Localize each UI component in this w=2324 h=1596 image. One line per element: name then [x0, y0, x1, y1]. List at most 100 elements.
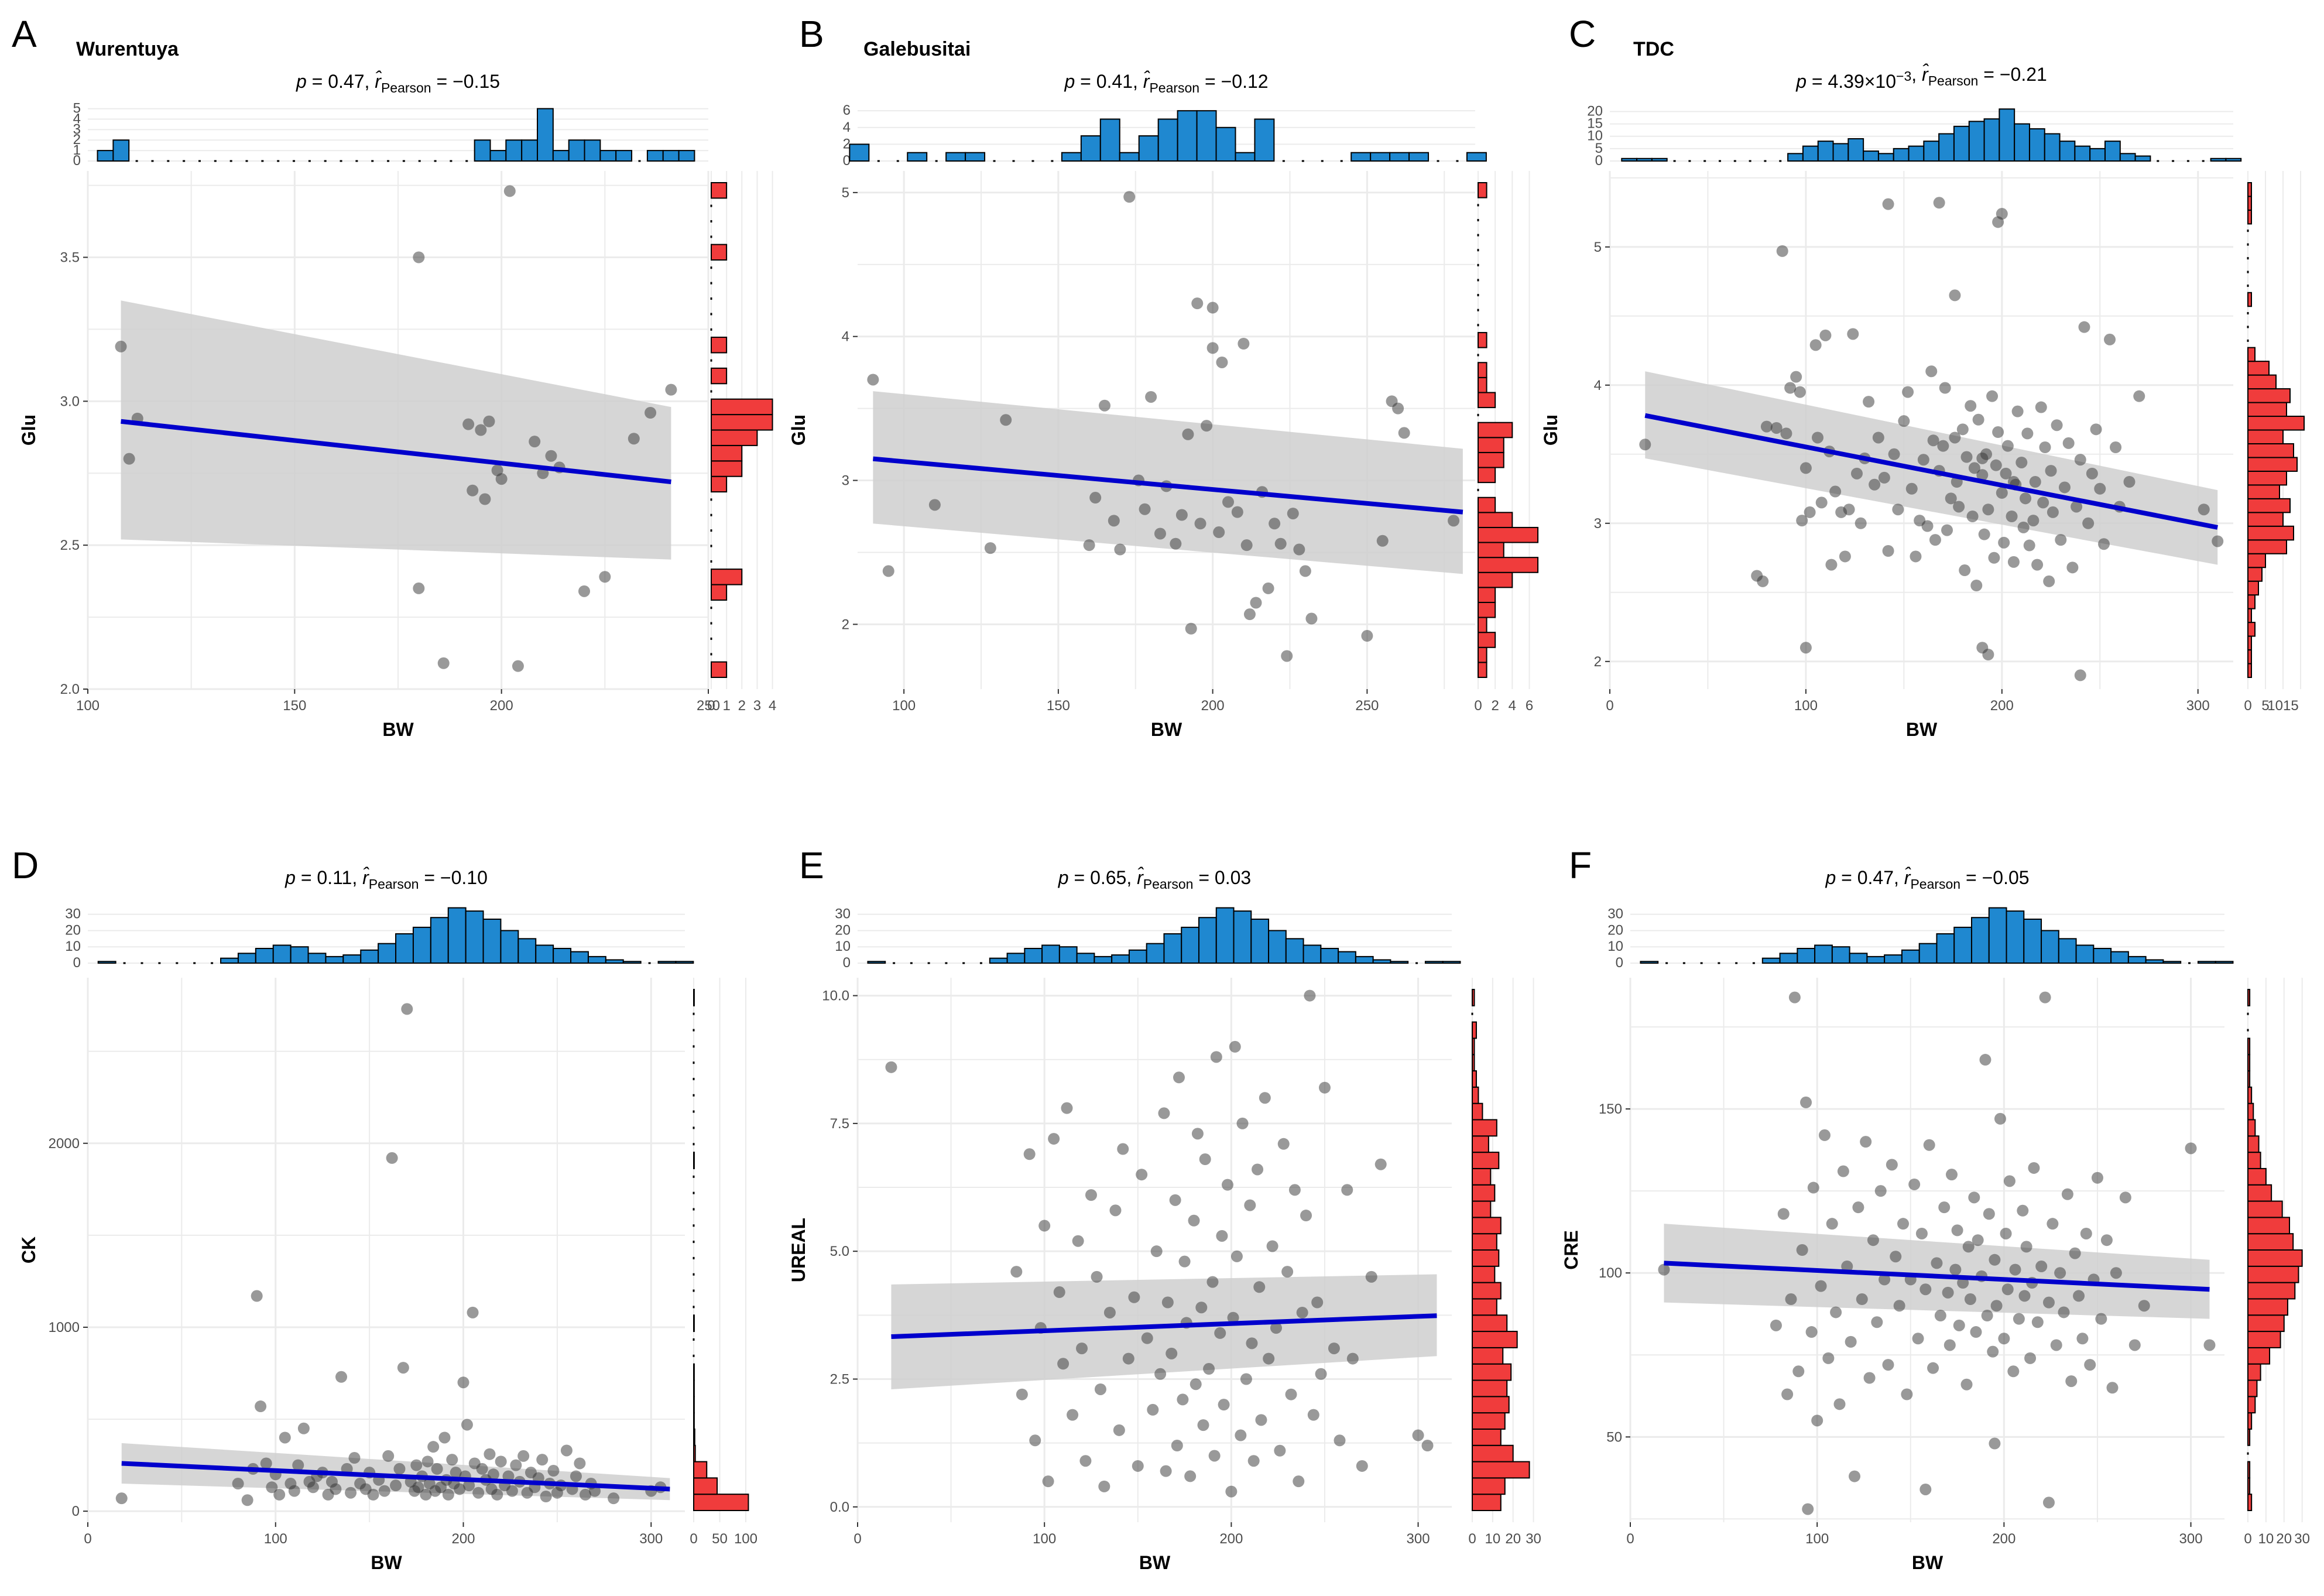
y-hist-bar — [1472, 1477, 1506, 1495]
data-point — [1822, 1352, 1835, 1364]
data-point — [1863, 1372, 1876, 1384]
data-point — [1173, 1071, 1185, 1084]
y-hist-bar — [1472, 1233, 1497, 1251]
data-point — [348, 1452, 361, 1464]
data-point — [1263, 1352, 1275, 1365]
data-point — [2021, 427, 2034, 440]
data-point — [1128, 1291, 1140, 1303]
data-point — [462, 418, 475, 430]
data-point — [1983, 1208, 1995, 1220]
data-point — [1871, 1316, 1883, 1328]
y-hist-bar — [1472, 1167, 1492, 1186]
data-point — [1177, 1393, 1189, 1406]
data-point — [1818, 1129, 1831, 1141]
x-tick-label: 150 — [283, 698, 306, 714]
x-hist-bar — [1198, 917, 1217, 964]
x-hist-bar — [378, 943, 397, 964]
x-hist-bar — [2058, 938, 2077, 964]
y-hist-bar — [1472, 1119, 1497, 1137]
y-hist-bar — [711, 429, 758, 446]
x-hist-bar — [989, 957, 1008, 964]
data-point — [1804, 506, 1816, 518]
data-point — [1412, 1429, 1424, 1441]
data-point — [367, 1488, 379, 1501]
data-point — [1962, 1241, 1975, 1253]
data-point — [2055, 534, 2067, 546]
y-hist-bar — [711, 398, 773, 416]
data-point — [1252, 1163, 1264, 1176]
data-point — [1287, 508, 1299, 520]
data-point — [1139, 503, 1151, 515]
x-hist-tick-label: 0 — [1595, 153, 1603, 169]
y-tick-label: 2 — [1594, 654, 1602, 670]
data-point — [1299, 565, 1311, 577]
data-point — [2084, 1359, 2096, 1371]
y-hist-bar — [2247, 402, 2287, 417]
data-point — [1214, 1327, 1226, 1339]
x-tick-label: 100 — [892, 698, 916, 714]
y-hist-bar — [1472, 1217, 1502, 1235]
data-point — [476, 1463, 488, 1475]
x-hist-tick-label: 10 — [1587, 128, 1603, 144]
y-hist-tick-label: 10 — [1485, 1531, 1500, 1547]
data-point — [1860, 1136, 1872, 1148]
x-axis-title: BW — [1912, 1552, 1943, 1573]
data-point — [1296, 1306, 1308, 1318]
data-point — [446, 1454, 458, 1466]
data-point — [1982, 504, 1994, 516]
y-axis-title: Glu — [1540, 415, 1561, 446]
y-hist-bar — [2247, 1477, 2251, 1495]
x-hist-bar — [1863, 150, 1879, 162]
data-point — [2017, 521, 2030, 533]
data-point — [378, 1485, 390, 1497]
data-point — [255, 1400, 267, 1413]
data-point — [479, 493, 491, 505]
data-point — [461, 1419, 473, 1431]
x-hist-bar — [517, 938, 537, 964]
data-point — [2051, 419, 2063, 431]
x-hist-tick-label: 2 — [73, 132, 81, 148]
data-point — [1016, 1388, 1028, 1400]
data-point — [1989, 1253, 2001, 1266]
x-hist-bar — [307, 953, 327, 964]
data-point — [1807, 1181, 1819, 1194]
data-point — [1815, 496, 1828, 509]
x-hist-tick-label: 10 — [65, 939, 81, 954]
x-tick-label: 100 — [1794, 698, 1818, 714]
x-tick-label: 300 — [2179, 1531, 2203, 1547]
x-hist-bar — [1058, 946, 1078, 964]
panel-letter: A — [12, 13, 37, 55]
data-point — [1897, 1218, 1910, 1230]
x-hist-bar — [1389, 152, 1410, 162]
x-hist-bar — [1302, 944, 1322, 964]
y-tick-label: 4 — [842, 329, 849, 345]
data-point — [1902, 386, 1914, 398]
x-hist-bar — [220, 957, 239, 964]
data-point — [2035, 1261, 2048, 1273]
data-point — [410, 1459, 423, 1471]
y-tick-label: 50 — [1606, 1429, 1622, 1445]
y-hist-bar — [1472, 1184, 1496, 1202]
x-hist-bar — [1831, 946, 1850, 964]
data-point — [1178, 1255, 1191, 1268]
data-point — [1392, 402, 1404, 415]
y-hist-bar — [1472, 1152, 1500, 1169]
data-point — [1236, 1117, 1249, 1129]
data-point — [1114, 543, 1126, 556]
stat-annotation: p = 0.65, r̂Pearson = 0.03 — [1058, 867, 1251, 892]
data-point — [390, 1479, 402, 1492]
y-hist-bar — [1472, 1200, 1492, 1218]
x-hist-bar — [1157, 118, 1178, 162]
y-hist-bar — [1478, 362, 1487, 378]
x-hist-bar — [521, 139, 539, 162]
data-point — [1839, 550, 1851, 563]
data-point — [1990, 459, 2002, 471]
x-hist-bar — [1817, 141, 1834, 162]
data-point — [1784, 382, 1797, 394]
x-hist-bar — [2119, 153, 2136, 162]
x-tick-label: 100 — [1805, 1531, 1829, 1547]
